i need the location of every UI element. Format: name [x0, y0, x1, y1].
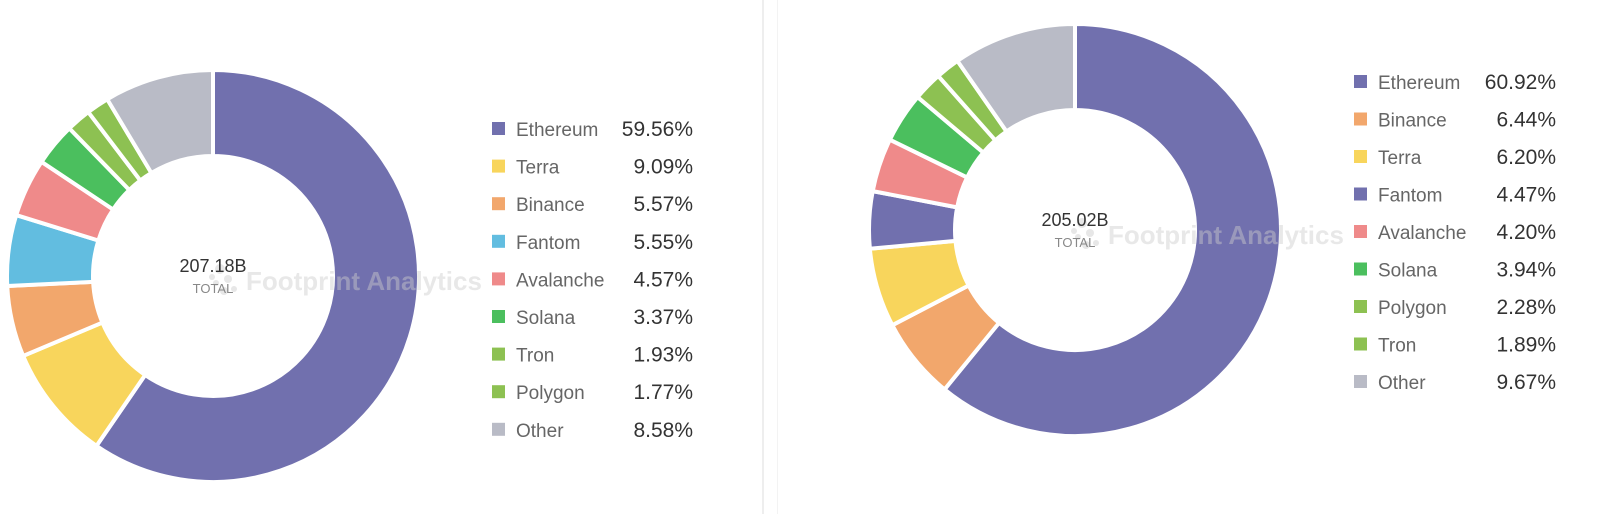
legend-swatch [1354, 262, 1367, 276]
legend-swatch [492, 385, 505, 399]
legend-swatch [492, 234, 505, 248]
watermark: Footprint Analytics [1071, 218, 1344, 250]
watermark: Footprint Analytics [209, 264, 482, 296]
legend-item-polygon[interactable]: Polygon 1.77% [492, 381, 693, 404]
legend-swatch [1354, 187, 1367, 201]
legend-swatch [1354, 337, 1367, 351]
legend-value: 5.55% [633, 231, 693, 254]
legend-value: 9.67% [1496, 371, 1556, 394]
legend-item-tron[interactable]: Tron 1.93% [492, 344, 693, 367]
legend-item-other[interactable]: Other 9.67% [1354, 371, 1556, 394]
legend-name: Fantom [516, 233, 580, 254]
legend-swatch [492, 197, 505, 211]
legend-item-fantom[interactable]: Fantom 4.47% [1354, 184, 1556, 207]
legend-name: Solana [1378, 261, 1438, 282]
legend-name: Avalanche [516, 270, 604, 291]
legend-name: Binance [516, 195, 585, 216]
legend-value: 4.57% [633, 268, 693, 291]
donut-slices [5, 68, 421, 484]
chart-panel-left: Footprint Analytics 207.18B TOTAL Ethereum 5… [0, 0, 762, 514]
legend-swatch [1354, 112, 1367, 126]
slice-other[interactable] [955, 22, 1077, 134]
panel-divider [762, 0, 778, 514]
legend-value: 6.20% [1496, 146, 1556, 169]
legend-swatch [492, 272, 505, 286]
legend-item-other[interactable]: Other 8.58% [492, 419, 693, 442]
total-label: TOTAL [1055, 235, 1096, 250]
legend-value: 8.58% [633, 419, 693, 442]
legend-item-binance[interactable]: Binance 5.57% [492, 193, 693, 216]
legend-name: Polygon [516, 383, 585, 404]
footprint-logo-icon [209, 264, 237, 295]
legend-value: 1.89% [1496, 334, 1556, 357]
legend-item-polygon[interactable]: Polygon 2.28% [1354, 296, 1556, 319]
legend-value: 59.56% [622, 118, 693, 141]
total-value: 205.02B [1041, 210, 1108, 230]
legend-name: Ethereum [1378, 73, 1460, 94]
legend-swatch [492, 122, 505, 135]
legend-name: Terra [516, 158, 560, 179]
legend-name: Other [1378, 373, 1426, 394]
legend-item-avalanche[interactable]: Avalanche 4.57% [492, 268, 693, 291]
legend-swatch [492, 159, 505, 173]
legend-name: Avalanche [1378, 223, 1466, 244]
donut-slices [867, 22, 1283, 438]
legend-name: Polygon [1378, 298, 1447, 319]
legend-value: 3.94% [1496, 259, 1556, 282]
legend-value: 3.37% [633, 306, 693, 329]
legend-value: 60.92% [1485, 71, 1556, 94]
watermark-text: Footprint Analytics [1108, 220, 1344, 250]
legend-value: 9.09% [633, 156, 693, 179]
legend-value: 6.44% [1496, 109, 1556, 132]
legend-name: Fantom [1378, 186, 1442, 207]
legend-swatch [1354, 225, 1367, 238]
legend-swatch [1354, 75, 1367, 88]
legend: Ethereum 59.56% Terra 9.09% Binance 5.57% Fant… [492, 118, 693, 442]
total-value: 207.18B [179, 256, 246, 276]
legend-item-solana[interactable]: Solana 3.94% [1354, 259, 1556, 282]
legend: Ethereum 60.92% Binance 6.44% Terra 6.20% Fant… [1354, 71, 1556, 394]
legend-swatch [492, 347, 505, 361]
legend-item-fantom[interactable]: Fantom 5.55% [492, 231, 693, 254]
slice-ethereum[interactable] [94, 68, 421, 484]
legend-name: Solana [516, 308, 576, 329]
legend-name: Binance [1378, 111, 1447, 132]
legend-item-ethereum[interactable]: Ethereum 59.56% [492, 118, 693, 141]
legend-swatch [492, 310, 505, 323]
legend-item-ethereum[interactable]: Ethereum 60.92% [1354, 71, 1556, 94]
legend-name: Ethereum [516, 120, 598, 141]
legend-swatch [1354, 300, 1367, 313]
legend-item-tron[interactable]: Tron 1.89% [1354, 334, 1556, 357]
legend-value: 2.28% [1496, 296, 1556, 319]
watermark-text: Footprint Analytics [246, 266, 482, 296]
legend-name: Other [516, 421, 564, 442]
chart-panel-right: Footprint Analytics 205.02B TOTAL Ethereum 6… [778, 0, 1600, 514]
legend-swatch [1354, 375, 1367, 388]
legend-swatch [1354, 150, 1367, 163]
legend-item-avalanche[interactable]: Avalanche 4.20% [1354, 221, 1556, 244]
legend-item-terra[interactable]: Terra 9.09% [492, 156, 693, 179]
legend-name: Terra [1378, 148, 1422, 169]
legend-value: 5.57% [633, 193, 693, 216]
slice-ethereum[interactable] [942, 22, 1283, 438]
legend-item-terra[interactable]: Terra 6.20% [1354, 146, 1556, 169]
total-label: TOTAL [193, 281, 234, 296]
legend-value: 4.47% [1496, 184, 1556, 207]
legend-item-binance[interactable]: Binance 6.44% [1354, 109, 1556, 132]
legend-swatch [492, 422, 505, 436]
legend-name: Tron [1378, 336, 1416, 357]
footprint-logo-icon [1071, 218, 1099, 249]
legend-value: 1.77% [633, 381, 693, 404]
legend-value: 1.93% [633, 344, 693, 367]
slice-other[interactable] [105, 68, 215, 176]
legend-item-solana[interactable]: Solana 3.37% [492, 306, 693, 329]
legend-name: Tron [516, 346, 554, 367]
legend-value: 4.20% [1496, 221, 1556, 244]
